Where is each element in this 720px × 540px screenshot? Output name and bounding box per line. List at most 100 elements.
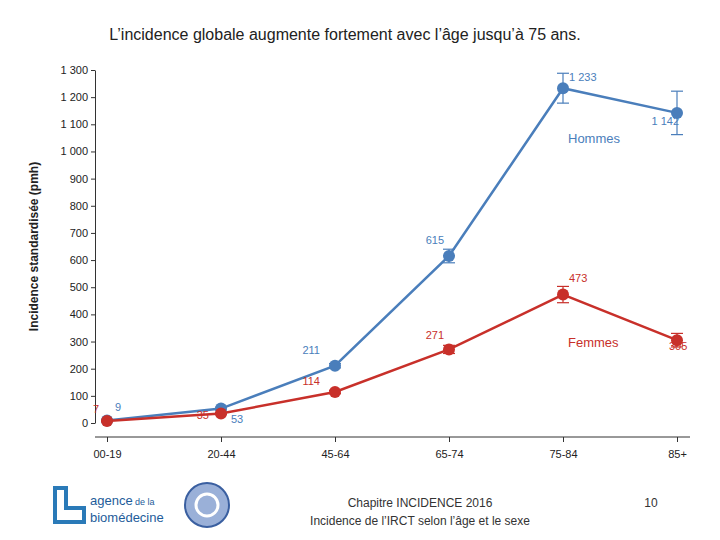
y-tick-label: 1 100 [60, 118, 88, 130]
x-tick-mark [677, 437, 678, 442]
y-tick-label: 100 [70, 390, 88, 402]
y-tick-label: 200 [70, 363, 88, 375]
data-label: 53 [231, 413, 243, 425]
x-tick-label: 65-74 [435, 448, 463, 460]
data-label: 1 233 [569, 71, 597, 83]
y-tick: 1 100 [60, 118, 95, 130]
y-tick-mark [91, 124, 95, 125]
logo-shape [55, 488, 84, 522]
y-tick-label: 1 200 [60, 91, 88, 103]
x-tick-mark [107, 437, 108, 442]
data-label: 473 [569, 272, 587, 284]
x-tick-mark [563, 437, 564, 442]
error-bar-segment [671, 91, 683, 92]
logo-text-small: de la [135, 497, 155, 507]
y-tick-mark [91, 369, 95, 370]
y-tick: 200 [70, 363, 95, 375]
y-axis-title: Incidence standardisée (pmh) [27, 162, 41, 331]
y-tick: 700 [70, 227, 95, 239]
y-axis-line [95, 71, 96, 424]
x-tick: 85+ [668, 437, 687, 460]
icon [185, 483, 229, 527]
x-tick-label: 45-64 [321, 448, 349, 460]
y-tick-label: 700 [70, 227, 88, 239]
data-label: 305 [669, 340, 687, 352]
marker [557, 82, 569, 94]
data-label: 114 [302, 375, 320, 387]
marker [443, 250, 455, 262]
error-bar-segment [671, 134, 683, 135]
error-bar [557, 73, 569, 103]
y-tick: 1 300 [60, 64, 95, 76]
chart: L’incidence globale augmente fortement a… [0, 0, 720, 540]
marker [329, 360, 341, 372]
error-bar-segment [443, 262, 455, 263]
y-tick: 100 [70, 390, 95, 402]
x-tick-mark [449, 437, 450, 442]
marker [101, 415, 113, 427]
page-number: 10 [644, 496, 658, 510]
error-bar-segment [443, 249, 455, 250]
data-label: 615 [426, 234, 444, 246]
y-tick-label: 400 [70, 308, 88, 320]
error-bar [557, 286, 569, 302]
x-tick-label: 00-19 [93, 448, 121, 460]
error-bar-segment [671, 333, 683, 334]
marker [101, 415, 113, 427]
logo-text: agence [90, 493, 133, 508]
error-bar-segment [557, 103, 569, 104]
error-bar-segment [557, 286, 569, 287]
x-axis: 00-19 20-44 45-64 65-74 75-84 85+ [93, 437, 690, 460]
y-tick-mark [91, 342, 95, 343]
series-line [107, 88, 677, 420]
logo-text: biomédecine [90, 510, 164, 525]
marker [329, 386, 341, 398]
x-tick: 45-64 [321, 437, 349, 460]
x-tick: 20-44 [207, 437, 235, 460]
error-bar [443, 249, 455, 263]
data-label: 211 [302, 344, 320, 356]
data-label: 35 [197, 409, 209, 421]
data-label: 271 [426, 329, 444, 341]
x-tick: 65-74 [435, 437, 463, 460]
error-bar-segment [557, 302, 569, 303]
plot-area [101, 73, 683, 427]
data-label: 7 [93, 403, 99, 415]
footer-text: Chapitre INCIDENCE 2016 [348, 496, 493, 510]
logo: agencede la biomédecine [55, 488, 164, 525]
error-bar-segment [557, 73, 569, 74]
data-label: 9 [115, 401, 121, 413]
y-tick-mark [91, 314, 95, 315]
x-tick-label: 85+ [668, 448, 687, 460]
icon-shape [196, 494, 218, 516]
x-tick-mark [335, 437, 336, 442]
y-tick-label: 1 300 [60, 64, 88, 76]
y-tick: 900 [70, 173, 95, 185]
y-tick-label: 900 [70, 173, 88, 185]
y-tick-label: 1 000 [60, 145, 88, 157]
x-axis-line [95, 437, 690, 438]
x-tick-label: 75-84 [549, 448, 577, 460]
marker [443, 343, 455, 355]
data-label: 1 142 [651, 115, 679, 127]
y-tick-mark [91, 287, 95, 288]
error-bar [671, 91, 683, 134]
y-tick-label: 600 [70, 254, 88, 266]
x-tick-label: 20-44 [207, 448, 235, 460]
y-tick: 400 [70, 308, 95, 320]
y-tick-mark [91, 179, 95, 180]
x-tick-mark [221, 437, 222, 442]
icon-shape [185, 483, 229, 527]
y-tick-label: 0 [82, 417, 88, 429]
y-tick: 800 [70, 200, 95, 212]
series-name: Hommes [568, 131, 621, 146]
y-tick-label: 800 [70, 200, 88, 212]
y-tick-mark [91, 233, 95, 234]
x-tick: 00-19 [93, 437, 121, 460]
marker [215, 407, 227, 419]
series-line [107, 295, 677, 422]
y-tick-label: 500 [70, 281, 88, 293]
y-tick: 0 [82, 417, 95, 429]
footer-text: Incidence de l’IRCT selon l’âge et le se… [310, 514, 530, 528]
y-tick: 1 200 [60, 91, 95, 103]
